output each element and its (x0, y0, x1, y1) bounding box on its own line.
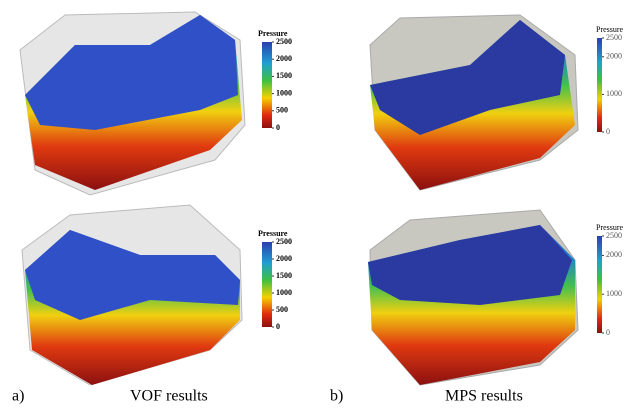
colorbar-tick-label: 0 (276, 322, 280, 331)
vof-render-top (19, 11, 246, 196)
colorbar-tick-label: 1000 (606, 289, 622, 298)
colorbar-tick-label: 0 (606, 127, 610, 136)
colorbar-tick-label: 0 (606, 328, 610, 337)
mps-render-top (369, 14, 579, 191)
colorbar (262, 42, 272, 128)
colorbar (597, 38, 602, 132)
colorbar-title: Pressure (258, 229, 288, 238)
colorbar-tick-label: 1500 (276, 71, 292, 80)
colorbar-tick-label: 500 (276, 106, 288, 115)
colorbar-tick-label: 500 (276, 305, 288, 314)
colorbar-tick-label: 2000 (606, 52, 622, 61)
colorbar (597, 236, 602, 333)
vof-render-bottom (21, 204, 243, 386)
panel-caption: VOF results (130, 388, 208, 405)
colorbar-tick-label: 1000 (276, 88, 292, 97)
colorbar-tick-label: 1000 (606, 89, 622, 98)
colorbar-tick-label: 0 (276, 123, 280, 132)
colorbar-title: Pressure (596, 25, 624, 34)
colorbar-tick-label: 2000 (606, 250, 622, 259)
colorbar-tick-label: 2500 (276, 37, 292, 46)
colorbar-tick-label: 1000 (276, 288, 292, 297)
colorbar-tick-label: 2500 (606, 33, 622, 42)
panel-caption: MPS results (445, 388, 523, 405)
colorbar-tick-label: 1500 (276, 271, 292, 280)
mps-render-bottom (368, 209, 579, 386)
colorbar (262, 242, 272, 327)
colorbar-tick-label: 2500 (276, 237, 292, 246)
colorbar-tick-label: 2500 (606, 231, 622, 240)
panel-label: b) (330, 388, 343, 405)
colorbar-tick-label: 2000 (276, 54, 292, 63)
colorbar-title: Pressure (596, 223, 624, 232)
colorbar-title: Pressure (258, 29, 288, 38)
panel-label: a) (12, 388, 24, 405)
colorbar-tick-label: 2000 (276, 254, 292, 263)
